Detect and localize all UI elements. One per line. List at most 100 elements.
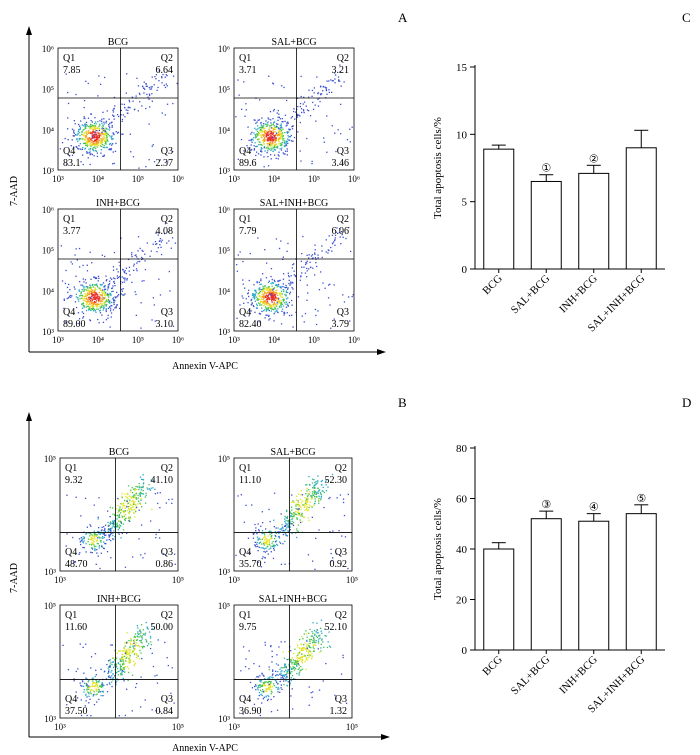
- q1-value: 11.60: [65, 622, 87, 633]
- event-dot: [298, 653, 300, 655]
- event-dot: [93, 139, 96, 141]
- event-dot: [313, 491, 315, 494]
- event-dot: [159, 238, 162, 240]
- event-dot: [263, 133, 265, 135]
- event-dot: [259, 714, 261, 717]
- event-dot: [102, 691, 104, 693]
- event-dot: [272, 282, 274, 285]
- event-dot: [270, 535, 272, 538]
- event-dot: [98, 544, 101, 547]
- event-dot: [262, 674, 264, 676]
- event-dot: [265, 134, 267, 137]
- event-dot: [247, 537, 250, 539]
- event-dot: [71, 295, 73, 297]
- event-dot: [72, 536, 74, 539]
- event-dot: [282, 278, 285, 280]
- event-dot: [260, 296, 262, 298]
- event-dot: [172, 325, 175, 327]
- event-dot: [258, 691, 261, 694]
- event-dot: [148, 86, 150, 89]
- event-dot: [269, 139, 272, 141]
- event-dot: [122, 505, 124, 507]
- event-dot: [280, 285, 282, 288]
- event-dot: [102, 125, 104, 127]
- event-dot: [90, 138, 92, 140]
- event-dot: [314, 257, 317, 259]
- event-dot: [316, 265, 318, 268]
- event-dot: [261, 301, 264, 303]
- event-dot: [111, 522, 113, 524]
- event-dot: [120, 525, 122, 527]
- event-dot: [96, 685, 98, 687]
- event-dot: [271, 686, 274, 688]
- event-dot: [122, 529, 125, 531]
- x-tick-label: BCG: [480, 273, 505, 298]
- event-dot: [128, 660, 130, 662]
- event-dot: [283, 140, 285, 142]
- event-dot: [320, 499, 322, 501]
- event-dot: [260, 150, 262, 152]
- event-dot: [308, 519, 310, 522]
- event-dot: [65, 73, 67, 75]
- event-dot: [329, 304, 331, 306]
- event-dot: [83, 297, 86, 299]
- event-dot: [322, 490, 324, 492]
- event-dot: [84, 117, 86, 120]
- event-dot: [134, 663, 136, 666]
- event-dot: [78, 137, 80, 140]
- event-dot: [274, 138, 276, 140]
- event-dot: [263, 147, 265, 149]
- event-dot: [328, 645, 331, 647]
- event-dot: [78, 318, 81, 320]
- x-tick-label: 10³: [52, 335, 64, 345]
- event-dot: [142, 483, 144, 485]
- event-dot: [278, 137, 280, 140]
- event-dot: [267, 307, 269, 309]
- event-dot: [89, 689, 91, 691]
- event-dot: [312, 646, 314, 648]
- event-dot: [258, 138, 260, 140]
- event-dot: [123, 499, 126, 502]
- event-dot: [311, 89, 314, 92]
- event-dot: [108, 294, 110, 296]
- event-dot: [81, 124, 83, 126]
- event-dot: [84, 135, 87, 138]
- event-dot: [261, 310, 263, 313]
- event-dot: [313, 485, 315, 487]
- event-dot: [131, 710, 133, 712]
- event-dot: [318, 497, 320, 499]
- event-dot: [136, 625, 138, 627]
- event-dot: [100, 142, 102, 144]
- event-dot: [82, 305, 85, 307]
- event-dot: [101, 139, 104, 141]
- event-dot: [109, 664, 111, 666]
- panel-b-x-label: Annexin V-APC: [172, 743, 238, 754]
- event-dot: [251, 303, 253, 305]
- q4-value: 82.40: [239, 319, 262, 330]
- event-dot: [291, 688, 293, 690]
- event-dot: [260, 279, 262, 282]
- event-dot: [103, 298, 105, 300]
- event-dot: [94, 298, 96, 301]
- event-dot: [124, 652, 127, 655]
- event-dot: [97, 680, 99, 683]
- event-dot: [277, 283, 280, 286]
- event-dot: [273, 492, 276, 494]
- event-dot: [260, 299, 262, 301]
- event-dot: [85, 121, 88, 123]
- event-dot: [132, 556, 134, 558]
- event-dot: [326, 115, 328, 117]
- event-dot: [297, 657, 299, 660]
- event-dot: [263, 305, 265, 307]
- event-dot: [269, 318, 271, 320]
- event-dot: [283, 680, 285, 682]
- event-dot: [97, 136, 99, 139]
- event-dot: [90, 153, 92, 155]
- event-dot: [286, 303, 289, 305]
- event-dot: [98, 138, 100, 140]
- event-dot: [107, 314, 109, 317]
- event-dot: [155, 537, 157, 539]
- event-dot: [306, 299, 308, 301]
- event-dot: [311, 95, 313, 97]
- event-dot: [273, 279, 275, 281]
